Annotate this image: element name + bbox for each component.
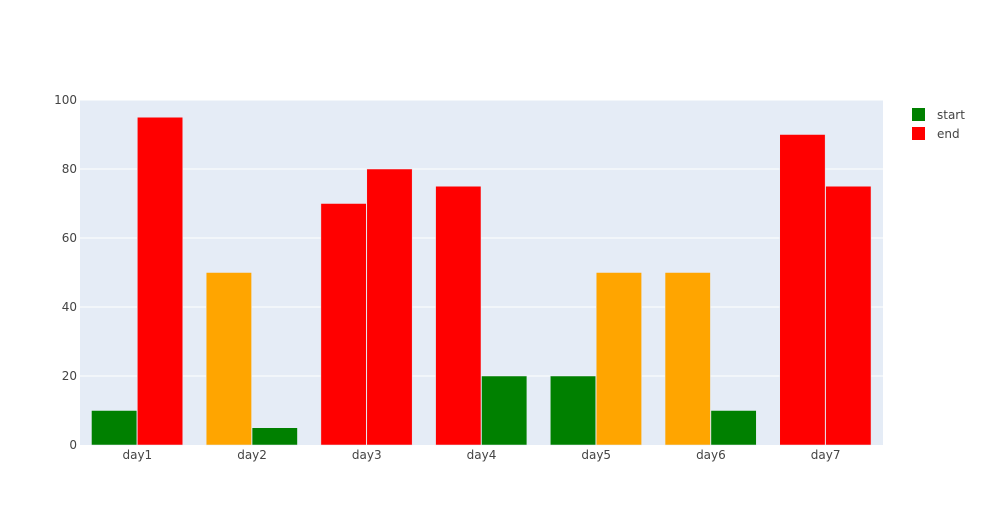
y-tick-label: 100 bbox=[54, 93, 77, 107]
x-tick-label: day1 bbox=[122, 448, 152, 462]
bar-end-day2[interactable] bbox=[251, 427, 298, 446]
bars bbox=[91, 117, 872, 446]
x-tick-label: day5 bbox=[581, 448, 611, 462]
y-tick-label: 80 bbox=[62, 162, 77, 176]
legend[interactable]: start end bbox=[912, 108, 965, 141]
legend-item-start[interactable]: start bbox=[912, 108, 965, 122]
x-tick-label: day4 bbox=[467, 448, 497, 462]
bar-end-day5[interactable] bbox=[595, 272, 642, 446]
legend-label: start bbox=[937, 108, 965, 122]
bar-start-day3[interactable] bbox=[320, 203, 367, 446]
bar-start-day6[interactable] bbox=[664, 272, 711, 446]
y-axis-ticks: 0 20 40 60 80 100 bbox=[54, 93, 77, 452]
legend-swatch bbox=[912, 127, 925, 140]
x-tick-label: day2 bbox=[237, 448, 267, 462]
bar-start-day2[interactable] bbox=[205, 272, 252, 446]
y-tick-label: 40 bbox=[62, 300, 77, 314]
bar-end-day1[interactable] bbox=[137, 117, 183, 446]
bar-start-day7[interactable] bbox=[779, 134, 826, 446]
x-tick-label: day6 bbox=[696, 448, 726, 462]
legend-label: end bbox=[937, 127, 960, 141]
x-tick-label: day3 bbox=[352, 448, 382, 462]
y-tick-label: 0 bbox=[69, 438, 77, 452]
bar-end-day6[interactable] bbox=[710, 410, 757, 446]
x-tick-label: day7 bbox=[811, 448, 841, 462]
bar-start-day1[interactable] bbox=[91, 410, 138, 446]
y-tick-label: 60 bbox=[62, 231, 77, 245]
x-axis-ticks: day1 day2 day3 day4 day5 day6 day7 bbox=[122, 448, 840, 462]
bar-end-day4[interactable] bbox=[481, 375, 528, 446]
bar-end-day7[interactable] bbox=[825, 186, 872, 446]
bar-end-day3[interactable] bbox=[366, 168, 413, 446]
legend-swatch bbox=[912, 108, 925, 121]
bar-start-day5[interactable] bbox=[550, 375, 596, 446]
bar-start-day4[interactable] bbox=[435, 186, 482, 446]
y-tick-label: 20 bbox=[62, 369, 77, 383]
legend-item-end[interactable]: end bbox=[912, 127, 960, 141]
